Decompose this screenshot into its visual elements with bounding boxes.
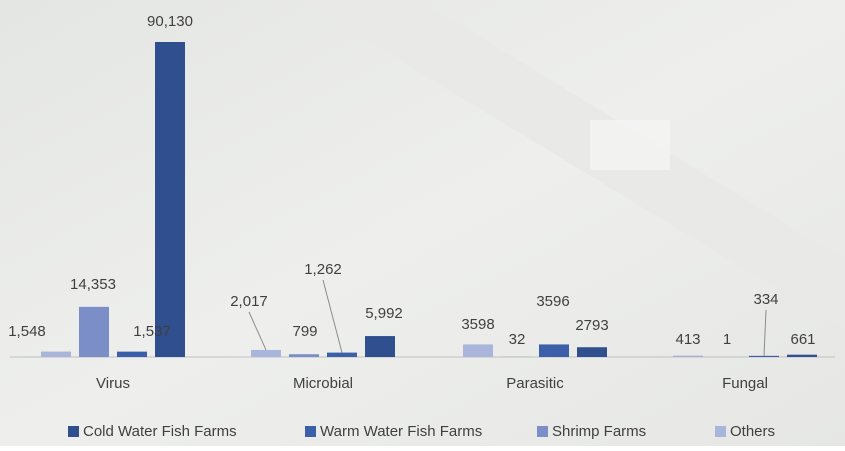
bar (289, 354, 319, 357)
bar (251, 350, 281, 357)
legend-swatch (537, 426, 548, 437)
data-label: 1,537 (133, 323, 171, 340)
legend-label: Others (730, 423, 775, 440)
data-label: 2793 (575, 317, 608, 334)
data-label: 799 (292, 323, 317, 340)
data-label: 661 (790, 331, 815, 348)
bar (463, 344, 493, 357)
data-label: 3596 (536, 293, 569, 310)
bar (79, 307, 109, 357)
x-tick-label: Microbial (293, 375, 353, 392)
data-label: 1,548 (8, 323, 46, 340)
bar (41, 352, 71, 357)
bar (365, 336, 395, 357)
bar (539, 344, 569, 357)
legend-label: Cold Water Fish Farms (83, 423, 237, 440)
x-tick-label: Virus (96, 375, 130, 392)
data-label: 14,353 (70, 276, 116, 293)
legend-label: Shrimp Farms (552, 423, 646, 440)
bar (673, 356, 703, 357)
bar (577, 347, 607, 357)
legend-swatch (305, 426, 316, 437)
bar (327, 353, 357, 357)
x-tick-label: Parasitic (506, 375, 564, 392)
background-building (590, 120, 670, 170)
data-label: 334 (753, 291, 778, 308)
data-label: 2,017 (230, 293, 268, 310)
bar (117, 352, 147, 357)
data-label: 3598 (461, 316, 494, 333)
data-label: 32 (509, 331, 526, 348)
legend-swatch (68, 426, 79, 437)
data-label: 1,262 (304, 261, 342, 278)
data-label: 413 (675, 331, 700, 348)
data-label: 90,130 (147, 13, 193, 30)
data-label: 1 (723, 331, 731, 348)
x-tick-label: Fungal (722, 375, 768, 392)
bar (155, 42, 185, 357)
bar (787, 355, 817, 357)
data-label: 5,992 (365, 305, 403, 322)
bar (749, 356, 779, 357)
legend-swatch (715, 426, 726, 437)
legend-label: Warm Water Fish Farms (320, 423, 482, 440)
